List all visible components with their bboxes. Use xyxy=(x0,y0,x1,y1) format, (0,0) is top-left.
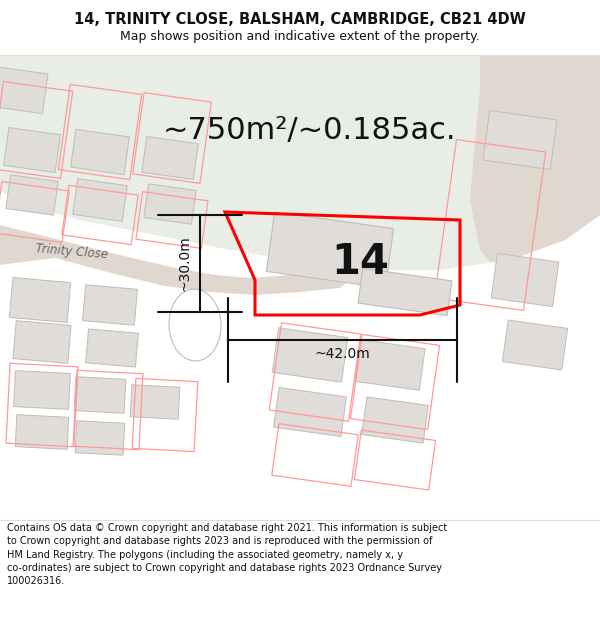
Bar xyxy=(74,377,126,413)
Bar xyxy=(73,179,127,221)
Bar xyxy=(15,414,69,449)
Bar xyxy=(10,278,71,322)
Bar xyxy=(358,268,452,316)
Bar xyxy=(86,329,139,367)
Bar xyxy=(144,184,196,224)
Bar xyxy=(355,430,436,490)
Bar xyxy=(132,378,198,452)
Bar xyxy=(13,321,71,363)
Polygon shape xyxy=(0,225,360,295)
Text: ~42.0m: ~42.0m xyxy=(314,347,370,361)
Bar xyxy=(58,84,142,179)
Bar xyxy=(274,388,346,436)
Bar xyxy=(0,181,69,243)
Bar xyxy=(355,339,425,391)
Bar xyxy=(502,320,568,370)
Bar xyxy=(272,328,348,382)
Bar xyxy=(362,397,428,443)
Text: Trinity Close: Trinity Close xyxy=(35,242,109,262)
Bar xyxy=(483,111,557,169)
Bar xyxy=(269,323,361,421)
Bar xyxy=(491,253,559,307)
Bar xyxy=(142,136,198,179)
Bar xyxy=(73,371,143,449)
Bar xyxy=(136,192,208,248)
Text: 14, TRINITY CLOSE, BALSHAM, CAMBRIDGE, CB21 4DW: 14, TRINITY CLOSE, BALSHAM, CAMBRIDGE, C… xyxy=(74,12,526,27)
Bar xyxy=(62,186,138,244)
Bar xyxy=(71,129,130,174)
Bar xyxy=(14,371,70,409)
Bar xyxy=(130,385,180,419)
Text: 14: 14 xyxy=(331,241,389,283)
Polygon shape xyxy=(0,55,600,270)
Text: ~750m²/~0.185ac.: ~750m²/~0.185ac. xyxy=(163,116,457,144)
Text: ~30.0m: ~30.0m xyxy=(177,236,191,291)
Bar xyxy=(83,285,137,325)
Polygon shape xyxy=(470,55,600,262)
Bar xyxy=(0,66,48,114)
Bar xyxy=(350,334,440,429)
Bar xyxy=(4,127,61,172)
Bar xyxy=(0,81,73,179)
Bar xyxy=(6,363,78,447)
Bar xyxy=(6,175,58,215)
Bar xyxy=(133,92,211,183)
Bar xyxy=(434,139,545,311)
Text: Map shows position and indicative extent of the property.: Map shows position and indicative extent… xyxy=(120,30,480,43)
Text: Contains OS data © Crown copyright and database right 2021. This information is : Contains OS data © Crown copyright and d… xyxy=(7,523,448,586)
Bar xyxy=(272,424,358,486)
Bar xyxy=(75,421,125,455)
Bar xyxy=(266,212,394,288)
